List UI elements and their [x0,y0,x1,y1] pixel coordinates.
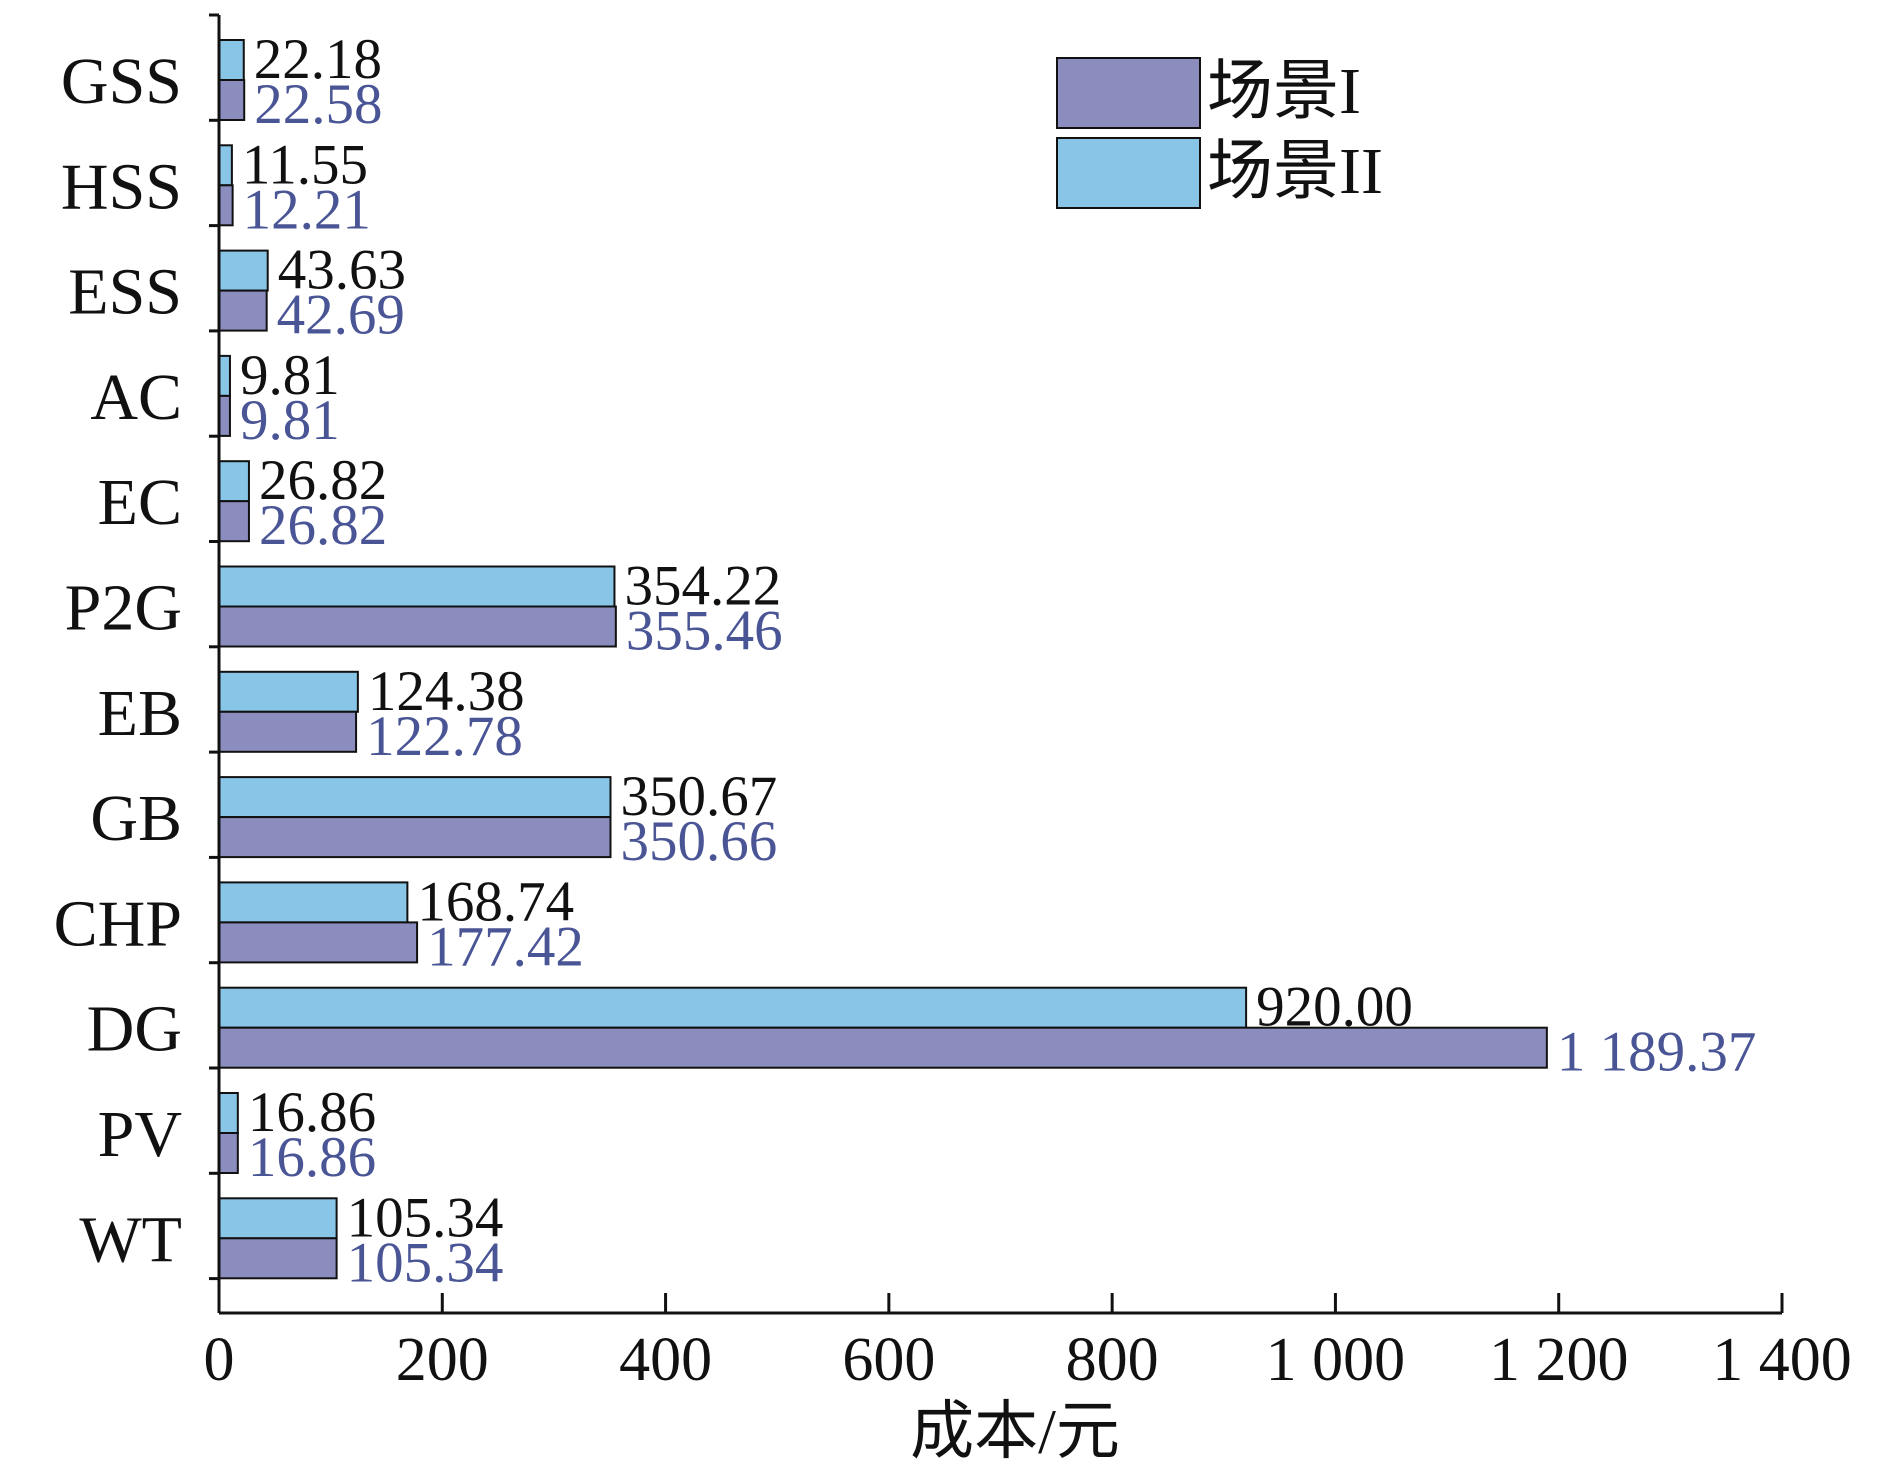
x-tick-label: 200 [396,1326,489,1394]
category-label-ac: AC [90,361,182,434]
value-label-gb-scenario-1: 350.66 [620,810,777,873]
legend-label-scenario-1: 场景I [1207,55,1361,128]
bar-gb-scenario-1 [218,816,612,859]
value-label-dg-scenario-1: 1 189.37 [1557,1021,1757,1084]
x-tick-label: 0 [204,1326,235,1394]
value-label-gb-scenario-2: 350.67 [620,765,777,828]
value-label-p2g-scenario-2: 354.22 [624,555,781,618]
value-label-eb-scenario-1: 122.78 [366,705,523,768]
legend-swatch-scenario-1 [1056,57,1201,129]
category-label-pv: PV [98,1098,182,1171]
value-label-ac-scenario-1: 9.81 [240,389,340,452]
axes [209,13,1782,1315]
value-labels-layer: 22.1822.5811.5512.2143.6342.699.819.8126… [240,28,1756,1294]
value-label-wt-scenario-1: 105.34 [347,1231,504,1294]
category-label-gss: GSS [61,45,182,118]
bar-p2g-scenario-1 [218,605,617,648]
value-label-ec-scenario-1: 26.82 [259,494,387,557]
bar-chp-scenario-2 [218,881,409,924]
bar-ess-scenario-2 [218,249,269,292]
bar-ess-scenario-1 [218,289,268,332]
value-label-hss-scenario-1: 12.21 [243,178,371,241]
x-tick-label: 1 000 [1266,1326,1406,1394]
x-axis-title: 成本/元 [910,1396,1120,1465]
value-label-hss-scenario-2: 11.55 [242,133,368,196]
bar-ac-scenario-2 [218,354,231,397]
bar-ec-scenario-2 [218,460,250,503]
value-label-chp-scenario-2: 168.74 [417,870,574,933]
value-label-ec-scenario-2: 26.82 [259,449,387,512]
value-label-eb-scenario-2: 124.38 [368,660,525,723]
x-tick-label: 600 [842,1326,935,1394]
bar-dg-scenario-2 [218,986,1248,1029]
bars-layer [218,39,1548,1280]
x-ticks: 0 200 400 600 800 1 000 1 200 1 400 [204,1293,1852,1394]
bar-pv-scenario-2 [218,1092,239,1134]
category-labels: GSS HSS ESS AC EC P2G EB GB CHP DG PV WT [54,45,182,1276]
x-tick-label: 1 400 [1712,1326,1852,1394]
category-label-dg: DG [87,993,182,1066]
category-label-p2g: P2G [65,572,182,645]
value-label-ess-scenario-2: 43.63 [278,239,406,302]
value-label-pv-scenario-2: 16.86 [248,1081,376,1144]
category-label-gb: GB [90,782,182,855]
legend-label-scenario-2: 场景II [1207,135,1383,208]
value-label-chp-scenario-1: 177.42 [427,915,584,978]
x-tick-label: 800 [1066,1326,1159,1394]
bar-eb-scenario-1 [218,710,358,753]
value-label-gss-scenario-1: 22.58 [254,73,382,136]
legend-swatch-scenario-2 [1056,137,1201,209]
bar-dg-scenario-1 [218,1026,1548,1069]
value-label-dg-scenario-2: 920.00 [1256,976,1413,1039]
bar-ec-scenario-1 [218,500,250,543]
bar-p2g-scenario-2 [218,565,616,608]
category-label-chp: CHP [54,887,182,960]
bar-chp-scenario-1 [218,921,419,964]
bar-pv-scenario-1 [218,1132,239,1174]
bar-gb-scenario-2 [218,776,612,819]
value-label-ac-scenario-2: 9.81 [240,344,340,407]
x-tick-label: 1 200 [1489,1326,1629,1394]
value-label-pv-scenario-1: 16.86 [248,1126,376,1189]
bar-wt-scenario-2 [218,1197,338,1240]
value-label-ess-scenario-1: 42.69 [277,284,405,347]
bar-hss-scenario-1 [218,184,234,227]
category-label-ess: ESS [68,256,182,329]
x-tick-label: 400 [619,1326,712,1394]
category-label-ec: EC [98,466,182,539]
value-label-p2g-scenario-1: 355.46 [626,600,783,663]
value-label-wt-scenario-2: 105.34 [347,1186,504,1249]
bar-eb-scenario-2 [218,670,359,713]
bar-gss-scenario-1 [218,79,246,121]
bar-gss-scenario-2 [218,39,245,81]
category-label-hss: HSS [61,150,182,223]
category-label-wt: WT [79,1203,182,1276]
bar-ac-scenario-1 [218,394,231,437]
bar-hss-scenario-2 [218,144,233,187]
bar-wt-scenario-1 [218,1237,338,1280]
category-label-eb: EB [98,677,182,750]
value-label-gss-scenario-2: 22.18 [254,28,382,91]
